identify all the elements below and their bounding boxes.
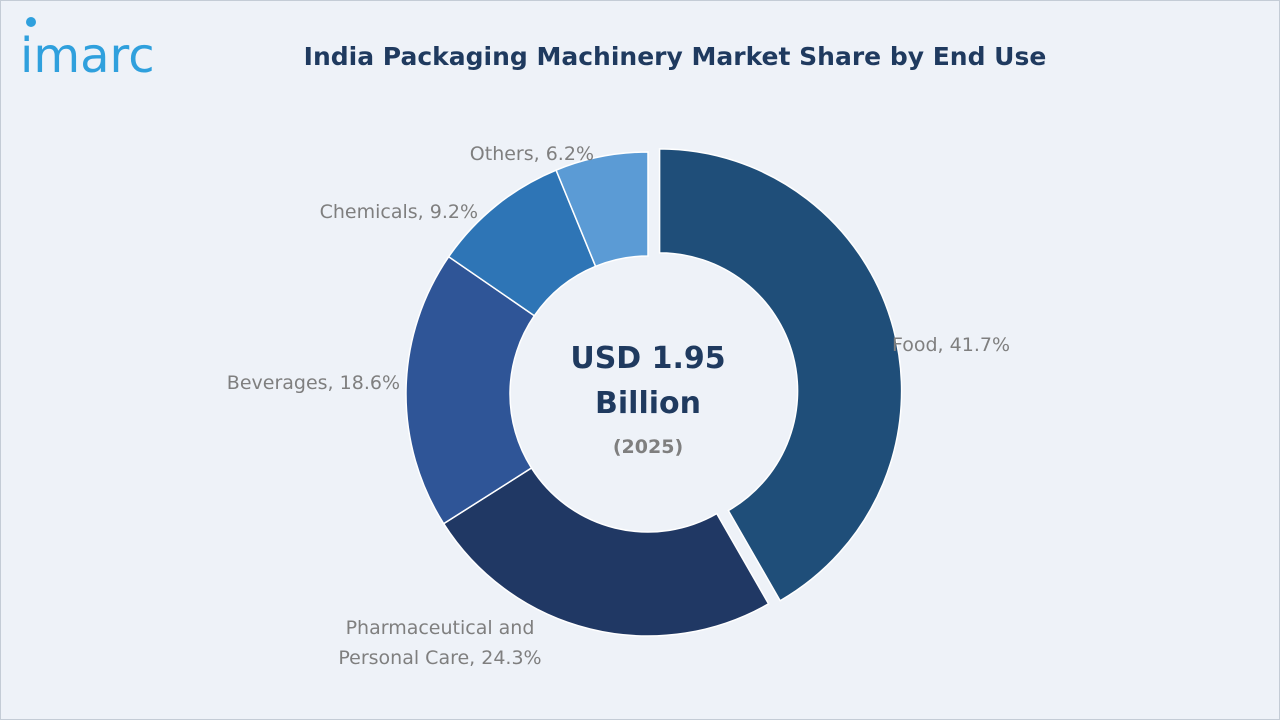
center-value: USD 1.95 (570, 341, 725, 376)
logo-dot (26, 17, 36, 27)
donut-slices (405, 148, 903, 637)
slice-label-chemicals: Chemicals, 9.2% (320, 201, 478, 223)
donut-slice-pharmaceutical-and-personal-care (442, 466, 770, 637)
chart-title: India Packaging Machinery Market Share b… (303, 42, 1047, 71)
slice-label-pharmaceutical-and-personal-care: Pharmaceutical and Personal Care, 24.3% (338, 617, 541, 669)
slice-label-food: Food, 41.7% (892, 334, 1010, 356)
slice-label-beverages: Beverages, 18.6% (227, 372, 400, 394)
center-year: (2025) (613, 436, 683, 458)
slice-labels: Food, 41.7% Pharmaceutical and Personal Ca… (227, 143, 1010, 669)
slice-label-others: Others, 6.2% (470, 143, 594, 165)
donut-slice-others (555, 151, 649, 268)
donut-slice-food (658, 148, 903, 602)
imarc-logo: imarc (20, 17, 155, 82)
center-unit: Billion (595, 386, 701, 421)
donut-slice-beverages (405, 255, 536, 525)
logo-text: imarc (20, 28, 155, 82)
